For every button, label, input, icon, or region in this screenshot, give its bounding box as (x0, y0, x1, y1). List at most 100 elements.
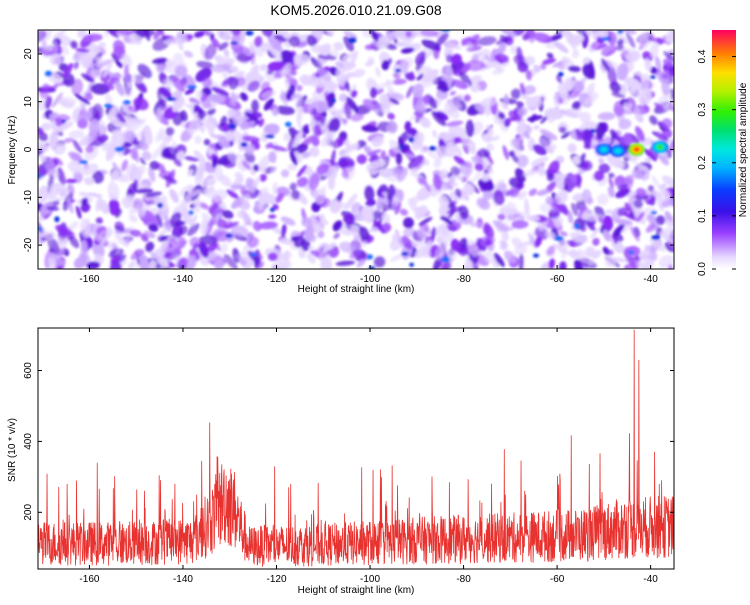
noise-cell (604, 136, 612, 145)
noise-cell (504, 250, 517, 264)
noise-cell (525, 30, 536, 39)
x-tick-label: -80 (456, 574, 471, 585)
noise-cell (633, 106, 641, 120)
noise-cell (247, 250, 261, 264)
noise-cell (254, 35, 263, 48)
noise-cell (458, 71, 473, 87)
noise-cell (209, 213, 217, 227)
noise-cell (633, 199, 644, 209)
noise-cell (98, 199, 110, 214)
noise-cell (604, 209, 615, 215)
noise-cell (467, 239, 479, 257)
noise-cell (581, 212, 592, 220)
noise-cell (389, 139, 401, 154)
noise-cell (302, 126, 310, 135)
noise-speck (399, 144, 405, 149)
noise-cell (518, 252, 524, 269)
noise-cell (660, 68, 670, 79)
noise-cell (595, 122, 606, 141)
noise-cell (253, 164, 260, 172)
noise-cell (173, 158, 182, 167)
noise-cell (482, 156, 494, 175)
noise-speck (114, 146, 125, 152)
noise-cell (601, 58, 610, 72)
noise-cell (554, 41, 569, 54)
noise-cell (70, 40, 78, 49)
colorbar-tick-label: 0.1 (697, 209, 708, 223)
noise-cell (363, 145, 372, 155)
noise-cell (344, 79, 351, 93)
noise-cell (472, 259, 479, 269)
noise-cell (186, 254, 197, 269)
noise-cell (319, 250, 331, 265)
noise-cell (539, 63, 547, 70)
noise-cell (622, 47, 639, 62)
noise-cell (579, 160, 593, 171)
noise-cell (508, 150, 515, 157)
noise-cell (63, 137, 74, 143)
y-tick-label: 400 (23, 433, 34, 450)
x-tick-label: -60 (550, 274, 565, 285)
noise-cell (81, 103, 87, 122)
noise-cell (164, 247, 175, 253)
noise-cell (389, 98, 400, 105)
noise-cell (105, 143, 117, 162)
noise-cell (392, 72, 401, 79)
noise-cell (184, 88, 195, 95)
noise-cell (471, 155, 487, 168)
noise-cell (62, 63, 74, 78)
colorbar-label: Normalized spectral amplitude (738, 82, 749, 217)
noise-cell (73, 61, 80, 70)
noise-cell (267, 252, 278, 261)
noise-speck (650, 210, 657, 215)
noise-cell (164, 37, 183, 45)
noise-cell (180, 121, 188, 129)
noise-cell (95, 59, 114, 68)
noise-cell (458, 205, 469, 220)
noise-cell (113, 39, 125, 54)
noise-cell (567, 143, 577, 153)
noise-cell (53, 40, 58, 53)
noise-cell (528, 36, 535, 43)
noise-cell (229, 65, 239, 72)
noise-cell (623, 263, 636, 269)
noise-cell (493, 189, 505, 206)
noise-cell (518, 211, 526, 218)
noise-cell (434, 224, 444, 235)
noise-cell (115, 208, 122, 218)
noise-cell (230, 91, 237, 106)
noise-cell (110, 166, 121, 182)
noise-cell (109, 248, 118, 254)
noise-cell (71, 78, 84, 96)
noise-cell (410, 167, 418, 177)
noise-cell (534, 236, 542, 248)
noise-cell (143, 230, 156, 239)
noise-speck (589, 129, 596, 133)
noise-cell (614, 176, 633, 185)
snr-frame (37, 327, 675, 570)
noise-cell (92, 103, 104, 122)
noise-cell (468, 139, 476, 154)
noise-cell (156, 63, 166, 73)
noise-cell (649, 238, 666, 252)
noise-cell (572, 155, 581, 165)
noise-cell (311, 201, 321, 213)
noise-cell (552, 173, 567, 179)
noise-cell (87, 81, 94, 96)
noise-cell (344, 193, 358, 210)
noise-cell (112, 128, 125, 147)
noise-cell (662, 58, 674, 68)
noise-cell (618, 83, 628, 95)
noise-cell (536, 189, 549, 196)
colorbar-tick-label: 0.2 (697, 155, 708, 169)
noise-cell (420, 30, 439, 37)
noise-cell (103, 30, 109, 38)
noise-cell (127, 105, 138, 113)
noise-cell (615, 44, 625, 51)
noise-cell (432, 129, 437, 138)
noise-speck (38, 173, 42, 180)
noise-cell (203, 138, 211, 146)
noise-cell (333, 108, 344, 118)
noise-cell (447, 225, 458, 232)
noise-cell (296, 108, 303, 124)
